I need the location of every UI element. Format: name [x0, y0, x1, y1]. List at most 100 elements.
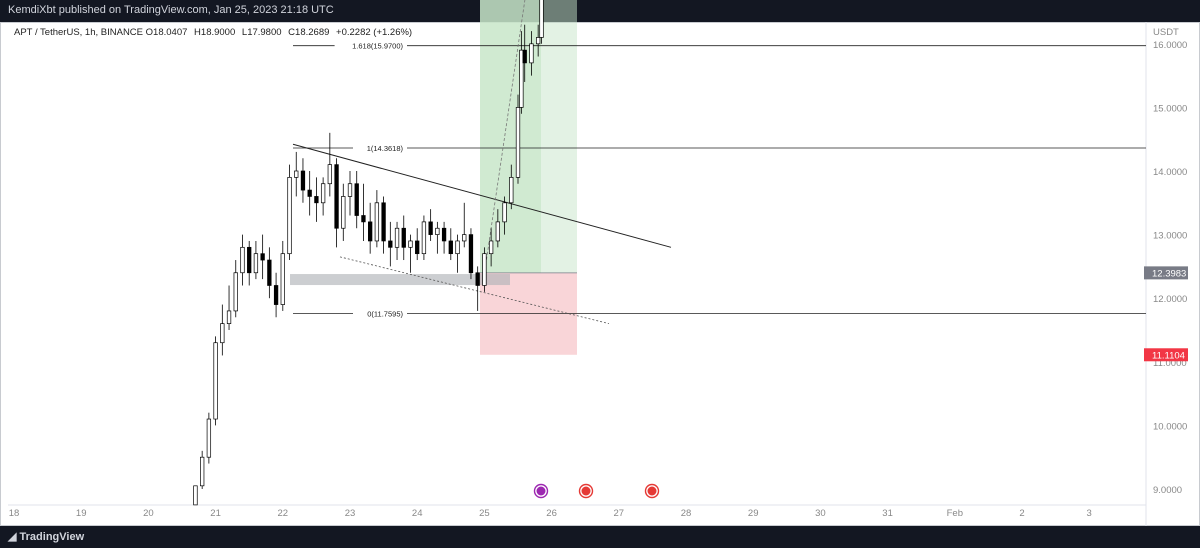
demand-zone: [290, 274, 510, 286]
tradingview-logo[interactable]: ◢ TradingView: [8, 530, 84, 543]
candle-body: [455, 240, 460, 255]
candle-body: [347, 183, 353, 197]
x-tick-label: 25: [479, 508, 490, 519]
candle-body: [509, 177, 514, 204]
high-value: 18.9000: [200, 27, 236, 38]
y-tick-label: 12.0000: [1153, 294, 1187, 305]
candle-body: [247, 246, 252, 274]
event-icons: [533, 483, 660, 499]
y-tick-label: 16.0000: [1153, 40, 1187, 51]
candle-body: [280, 253, 285, 305]
fib-label: 1(14.3618): [367, 144, 404, 153]
candle-body: [448, 240, 453, 255]
candle-body: [539, 0, 544, 38]
candle-body: [294, 170, 299, 178]
trend-lines: [292, 0, 672, 325]
x-tick-label: 19: [76, 508, 87, 519]
candle-body: [273, 285, 279, 305]
fib-label: 0(11.7595): [367, 309, 403, 318]
axes: USDT 9.0000 10.0000 11.0000 12.0000 13.0000 14…: [8, 22, 1187, 526]
y-tick-label: 13.0000: [1153, 231, 1187, 242]
candle-body: [193, 485, 198, 506]
lightning-event-icon: [533, 483, 549, 499]
symbol-legend: APT / TetherUS, 1h, BINANCE O18.0407 H18…: [14, 27, 412, 38]
published-text: KemdiXbt published on TradingView.com, J…: [8, 4, 334, 16]
candle-body: [536, 37, 541, 45]
x-tick-label: 2: [1019, 508, 1024, 519]
open-label: O: [145, 27, 154, 38]
tv-logo-text: TradingView: [19, 531, 85, 543]
low-label: L: [241, 27, 248, 38]
x-tick-label: 26: [546, 508, 557, 519]
candle-body: [206, 418, 212, 458]
candle-body: [327, 164, 332, 185]
x-tick-label: 22: [278, 508, 289, 519]
position-zones: [290, 0, 577, 355]
candle-body: [320, 183, 326, 204]
candles: [193, 0, 544, 506]
x-tick-label: 27: [614, 508, 625, 519]
candle-body: [415, 240, 420, 255]
candle-body: [374, 202, 380, 242]
low-value: 17.9800: [247, 27, 282, 38]
candle-body: [488, 240, 494, 255]
y-tick-label: 15.0000: [1153, 103, 1187, 114]
candle-body: [435, 227, 440, 235]
candle-body: [368, 221, 373, 242]
profit-zone-ext: [541, 0, 577, 273]
y-tick-label: 11.0000: [1153, 358, 1187, 369]
candle-body: [334, 164, 339, 229]
candle-body: [515, 107, 521, 178]
x-tick-label: 18: [9, 508, 20, 519]
lightning-event-icon-dot: [536, 486, 546, 496]
candle-body: [226, 310, 232, 324]
candle-body: [354, 183, 359, 216]
fib-label-bg: [353, 308, 407, 319]
open-value: 18.0407: [153, 27, 188, 38]
candle-body: [401, 227, 406, 248]
candle-body: [441, 227, 447, 242]
candle-body: [267, 259, 272, 286]
us-flag-event-icon-dot: [581, 486, 591, 496]
price-tag-label: 12.3983: [1152, 268, 1186, 279]
candle-body: [341, 196, 346, 229]
y-tick-label: 9.0000: [1153, 485, 1182, 496]
change-value: +0.2282 (+1.26%): [336, 27, 413, 38]
upper-trendline: [292, 143, 672, 248]
y-tick-label: 14.0000: [1153, 167, 1187, 178]
candle-body: [307, 189, 312, 197]
fib-label-bg: [334, 40, 407, 51]
close-label: C: [288, 27, 296, 38]
fib-levels: 3.618(21.1746)2.618(18.5723)1.618(15.970…: [293, 40, 1146, 319]
candle-body: [468, 234, 474, 274]
candle-body: [428, 221, 433, 235]
high-label: H: [194, 27, 201, 38]
candle-body: [522, 49, 527, 64]
candle-body: [361, 215, 366, 223]
published-bar: KemdiXbt published on TradingView.com, J…: [0, 0, 1200, 22]
candle-body: [475, 272, 480, 286]
candle-body: [300, 170, 306, 191]
tv-logo-icon: ◢: [8, 531, 17, 543]
footer-bar: ◢ TradingView: [0, 526, 1200, 548]
profit-zone: [480, 0, 541, 273]
fib-label-bg: [353, 142, 407, 153]
projection-path: [484, 0, 526, 270]
candle-body: [253, 253, 259, 274]
candle-body: [502, 202, 507, 223]
candle-body: [220, 323, 225, 344]
us-flag-event-icon: [578, 483, 594, 499]
candle-body: [421, 221, 427, 255]
candle-body: [462, 234, 467, 242]
candle-body: [394, 227, 400, 248]
x-tick-label: Feb: [947, 508, 963, 519]
chart-frame[interactable]: [0, 22, 1200, 526]
candle-body: [381, 202, 386, 242]
price-tag-entry: [1144, 266, 1188, 280]
x-tick-label: 21: [210, 508, 221, 519]
x-tick-label: 30: [815, 508, 826, 519]
candle-body: [388, 240, 393, 248]
x-tick-label: 28: [681, 508, 692, 519]
candle-body: [260, 253, 265, 261]
